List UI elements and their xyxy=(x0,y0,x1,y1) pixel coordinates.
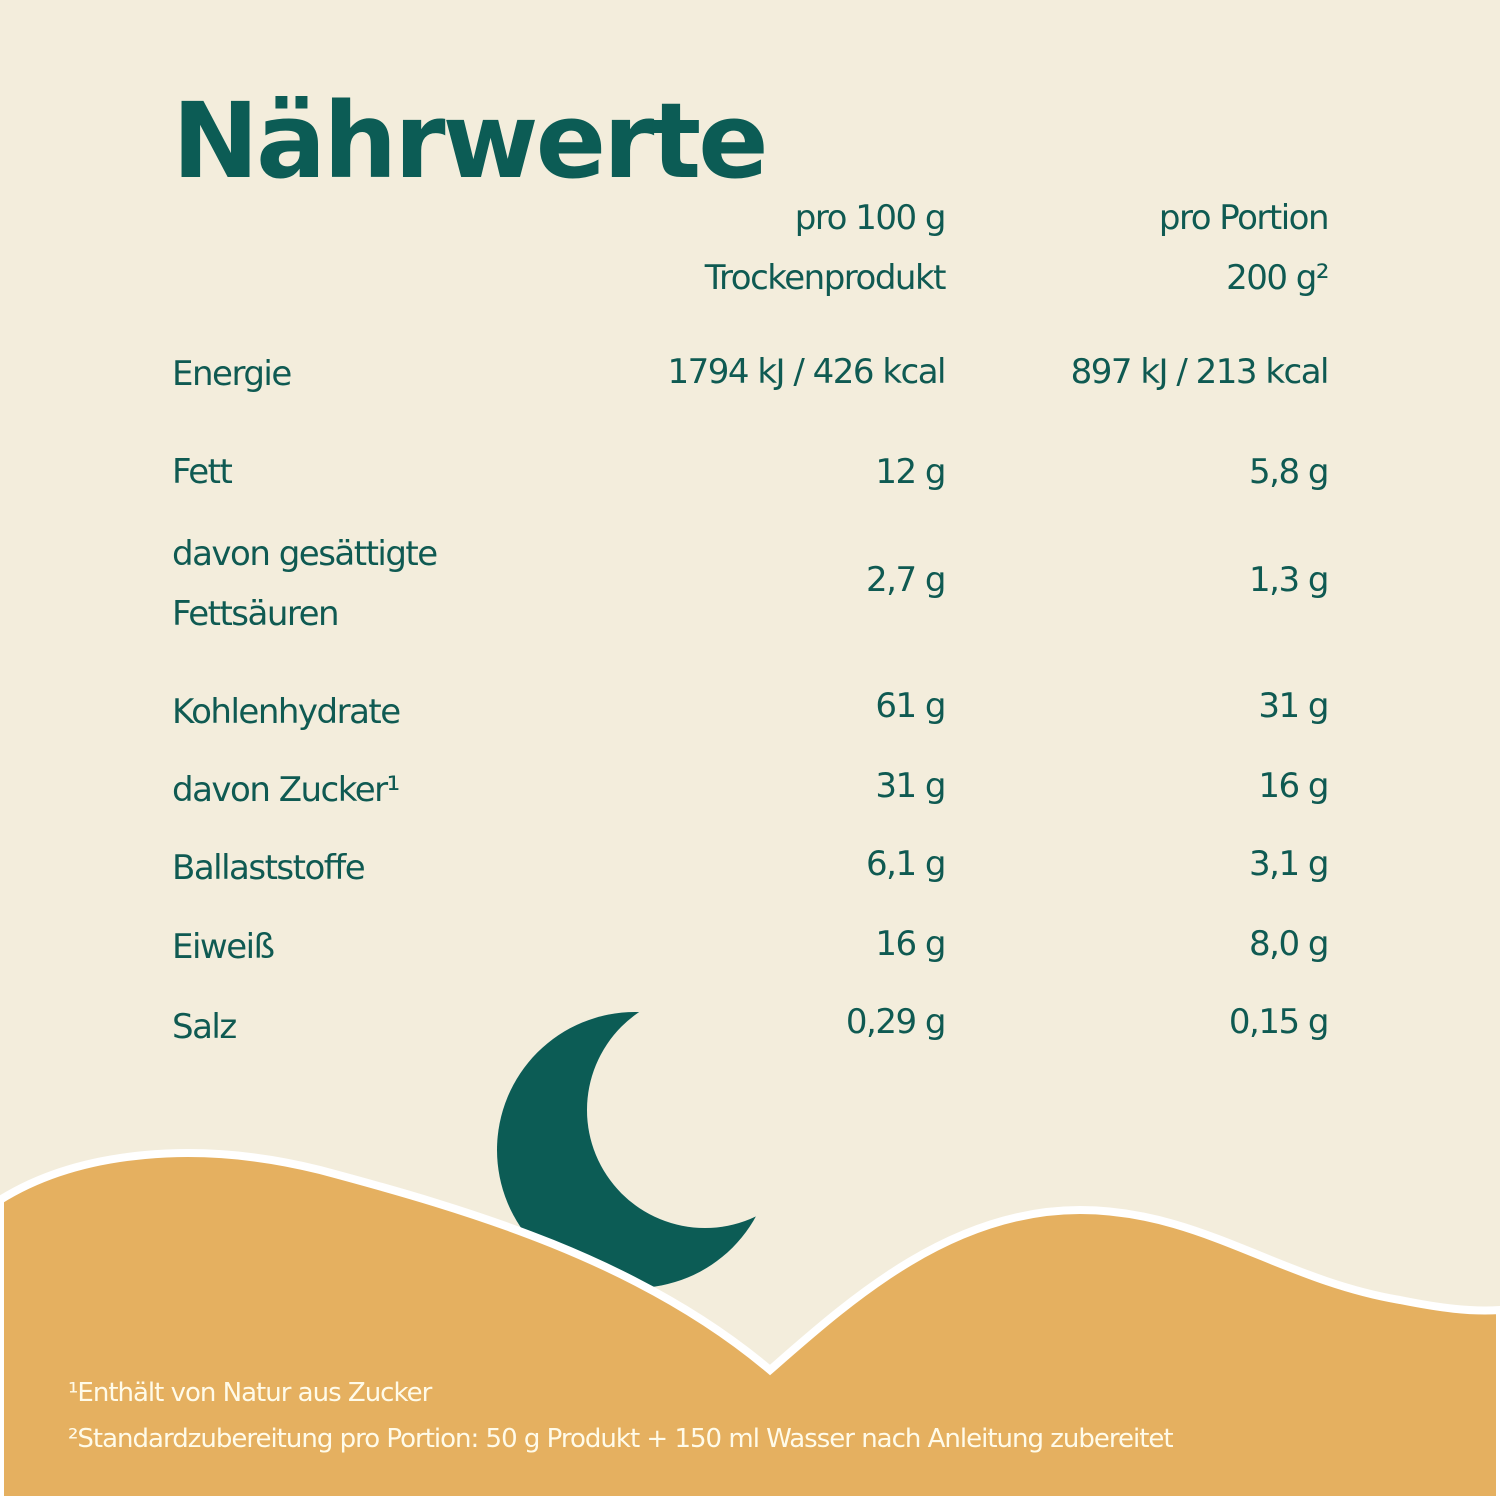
row-value-per100: 1794 kJ / 426 kcal xyxy=(667,352,947,392)
row-value-portion: 5,8 g xyxy=(1249,452,1329,492)
row-label: Fett xyxy=(172,452,233,492)
row-value-per100: 12 g xyxy=(875,452,946,492)
row-label: Kohlenhydrate xyxy=(172,692,401,732)
row-value-portion: 31 g xyxy=(1258,686,1329,726)
row-label-line2: Fettsäuren xyxy=(172,594,340,634)
row-value-per100: 0,29 g xyxy=(845,1002,947,1042)
row-label: Ballaststoffe xyxy=(172,848,366,888)
row-label: davon Zucker¹ xyxy=(172,770,400,810)
row-value-per100: 2,7 g xyxy=(866,560,946,600)
row-value-portion: 16 g xyxy=(1258,766,1329,806)
column-header-portion-line2: 200 g² xyxy=(1226,258,1329,298)
row-value-per100: 61 g xyxy=(875,686,946,726)
footnote-2: ²Standardzubereitung pro Portion: 50 g P… xyxy=(68,1424,1174,1454)
row-label: Salz xyxy=(172,1007,237,1047)
row-label: Eiweiß xyxy=(172,927,275,967)
row-value-per100: 31 g xyxy=(875,766,946,806)
row-value-per100: 6,1 g xyxy=(866,844,946,884)
page-title: Nährwerte xyxy=(172,80,769,202)
row-value-portion: 0,15 g xyxy=(1228,1002,1330,1042)
row-value-portion: 8,0 g xyxy=(1249,924,1329,964)
column-header-per100-line2: Trockenprodukt xyxy=(704,258,947,298)
row-value-portion: 897 kJ / 213 kcal xyxy=(1070,352,1330,392)
column-header-portion-line1: pro Portion xyxy=(1158,198,1330,238)
row-label: Energie xyxy=(172,354,292,394)
footnote-1: ¹Enthält von Natur aus Zucker xyxy=(68,1378,432,1408)
row-value-per100: 16 g xyxy=(875,924,946,964)
column-header-per100-line1: pro 100 g xyxy=(794,198,947,238)
row-label: davon gesättigte xyxy=(172,534,438,574)
row-value-portion: 3,1 g xyxy=(1249,844,1329,884)
row-value-portion: 1,3 g xyxy=(1249,560,1329,600)
sand-hills xyxy=(0,1149,1500,1500)
